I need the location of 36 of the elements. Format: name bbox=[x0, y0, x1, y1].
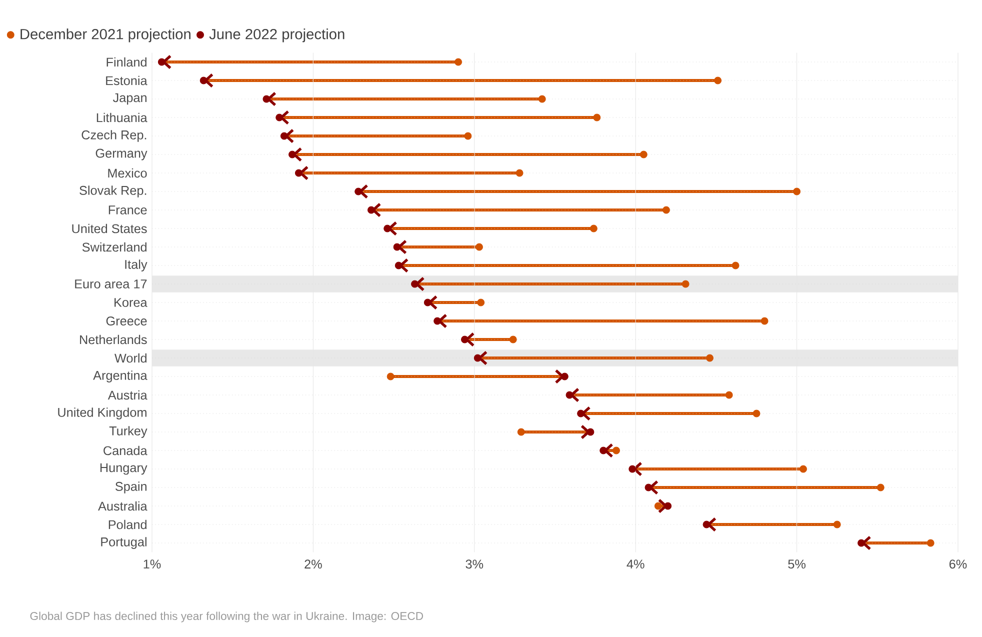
y-tick-label: Spain bbox=[115, 482, 146, 494]
y-tick-label: Poland bbox=[108, 520, 146, 530]
x-tick-label: 3% bbox=[466, 560, 484, 569]
legend-label: December 2021 projection bbox=[20, 28, 190, 42]
x-tick-label: 6% bbox=[950, 560, 967, 569]
y-tick-label: Mexico bbox=[108, 168, 147, 178]
y-tick-label: Finland bbox=[106, 57, 146, 67]
text: Global GDP has declined this year following the war in Ukraine. Image: OECD bbox=[30, 612, 424, 622]
x-tick-label: 5% bbox=[788, 560, 806, 569]
y-tick-label: Austria bbox=[108, 390, 148, 400]
y-tick-label: Czech Rep. bbox=[82, 130, 146, 142]
legend-label: June 2022 projection bbox=[209, 28, 344, 42]
y-tick-label: World bbox=[114, 353, 146, 363]
y-tick-label: Argentina bbox=[93, 370, 148, 382]
y-tick-label: Slovak Rep. bbox=[80, 186, 146, 198]
y-tick-label: Greece bbox=[106, 316, 147, 326]
y-tick-label: Estonia bbox=[106, 76, 148, 86]
x-tick-label: 1% bbox=[144, 560, 161, 569]
y-tick-label: Korea bbox=[114, 298, 148, 307]
y-tick-label: Australia bbox=[98, 501, 148, 511]
y-tick-label: Switzerland bbox=[82, 242, 146, 252]
y-tick-label: United States bbox=[72, 224, 147, 234]
y-tick-label: Portugal bbox=[101, 537, 146, 549]
y-tick-label: Italy bbox=[125, 260, 148, 272]
y-tick-label: Hungary bbox=[100, 463, 148, 475]
x-tick-label: 4% bbox=[626, 560, 644, 569]
y-tick-label: Euro area 17 bbox=[75, 280, 147, 288]
y-tick-label: Netherlands bbox=[80, 334, 147, 344]
y-tick-label: Germany bbox=[96, 148, 148, 160]
y-tick-label: Lithuania bbox=[96, 112, 148, 122]
y-tick-label: Turkey bbox=[109, 426, 148, 438]
x-tick-label: 2% bbox=[304, 560, 322, 569]
y-tick-label: Japan bbox=[112, 93, 146, 105]
y-tick-label: United Kingdom bbox=[58, 408, 146, 420]
y-tick-label: France bbox=[108, 206, 147, 214]
y-tick-label: Canada bbox=[104, 446, 148, 456]
